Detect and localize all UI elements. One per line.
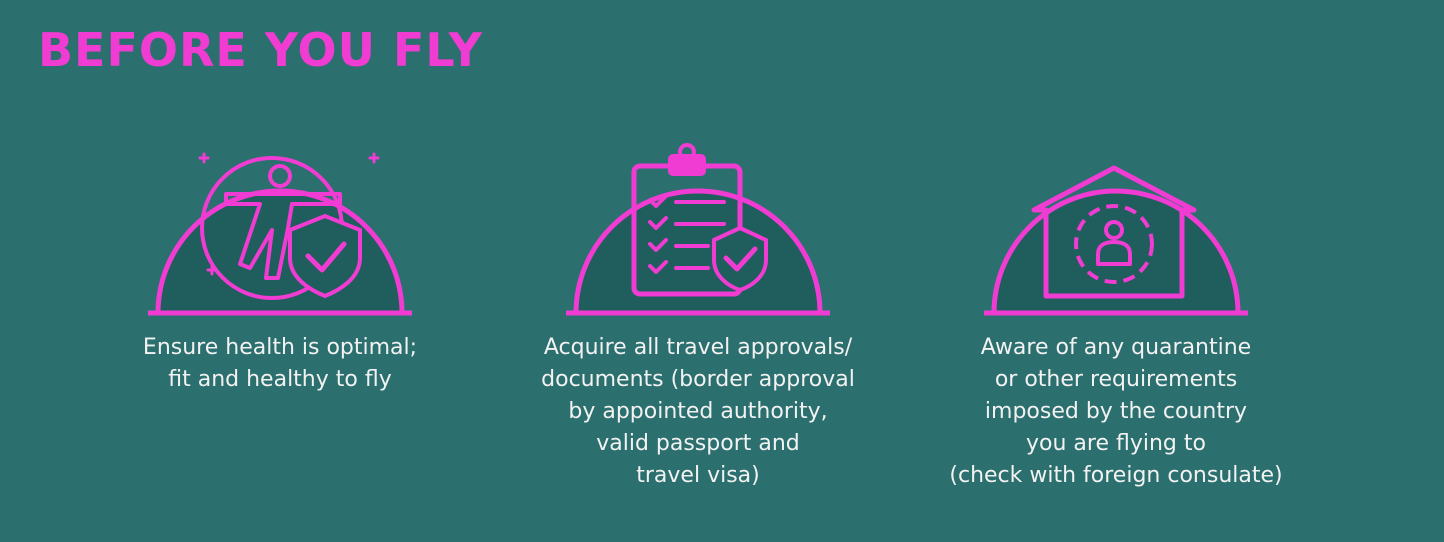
item-description: Ensure health is optimal; fit and health…: [142, 335, 418, 392]
quarantine-card: Aware of any quarantine or other require…: [906, 118, 1326, 492]
item-description: Aware of any quarantine or other require…: [949, 335, 1283, 488]
page-title: BEFORE YOU FLY: [38, 23, 483, 77]
healthy-person-shield-icon: [148, 152, 412, 316]
clipboard-checklist-shield-icon: [566, 143, 830, 316]
item-description: Acquire all travel approvals/ documents …: [541, 335, 855, 488]
health-card: Ensure health is optimal; fit and health…: [70, 118, 490, 396]
house-quarantine-person-icon: [984, 165, 1248, 316]
documents-card: Acquire all travel approvals/ documents …: [488, 118, 908, 492]
